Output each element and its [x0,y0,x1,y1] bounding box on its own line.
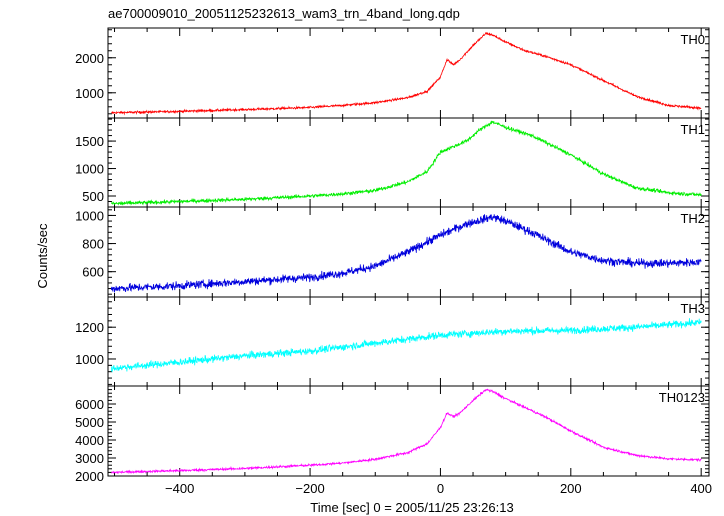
x-axis-label: Time [sec] 0 = 2005/11/25 23:26:13 [310,500,513,515]
series-label: TH0123 [659,390,705,405]
panel-3: 600 800 1000 TH2 [75,206,710,298]
y-tick-label: 1000 [75,162,104,177]
series-line-th2 [110,214,702,293]
chart-title: ae700009010_20051125232613_wam3_trn_4ban… [108,6,460,21]
y-tick-label: 6000 [75,397,104,412]
x-tick-label: 200 [560,481,582,496]
series-line-th0 [111,31,702,116]
y-tick-label: 2000 [75,469,104,484]
y-tick-label: 1000 [75,352,104,367]
y-axis-label: Counts/sec [35,223,50,289]
y-tick-label: 4000 [75,433,104,448]
panel-5: 2000 3000 4000 5000 6000 TH0123 −400 −200 0 200 40… [75,385,712,496]
y-tick-label: 1500 [75,134,104,149]
series-label: TH2 [680,211,705,226]
y-tick-label: 1000 [75,208,104,223]
x-tick-label: −200 [295,481,324,496]
y-tick-label: 800 [82,237,104,252]
y-tick-label: 5000 [75,415,104,430]
y-tick-label: 2000 [75,51,104,66]
panel-4: 1000 1200 TH3 [75,296,710,387]
series-line-th3 [110,318,702,373]
series-line-th0123 [111,388,702,475]
panel-frame [107,385,710,477]
series-label: TH1 [680,122,705,137]
y-tick-label: 600 [82,265,104,280]
panel-2: 500 1000 1500 TH1 [75,117,710,208]
panel-1: 1000 2000 TH0 [75,27,710,119]
y-tick-label: 1200 [75,320,104,335]
panel-frame [107,117,710,208]
y-tick-label: 3000 [75,451,104,466]
panel-frame [107,27,710,119]
x-tick-label: −400 [165,481,194,496]
series-label: TH3 [680,301,705,316]
y-tick-label: 1000 [75,86,104,101]
x-tick-label: 400 [690,481,712,496]
series-line-th1 [111,120,702,206]
panel-frame [107,296,710,387]
y-tick-label: 500 [82,189,104,204]
x-tick-label: 0 [437,481,444,496]
series-label: TH0 [680,32,705,47]
